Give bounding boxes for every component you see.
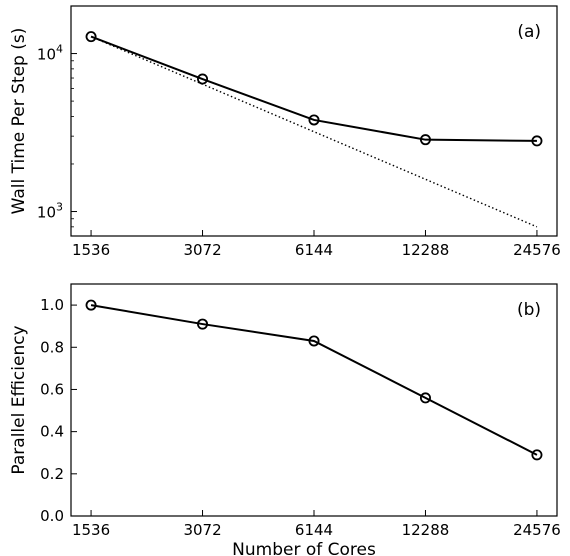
y-tick-label: 1.0 — [40, 296, 64, 314]
x-axis-label: Number of Cores — [232, 540, 376, 556]
series-line — [90, 304, 538, 456]
y-tick-label: 104 — [37, 43, 63, 64]
axes-frame — [70, 5, 558, 237]
data-point — [197, 318, 209, 330]
series-line — [90, 35, 537, 142]
data-point — [308, 114, 320, 126]
x-tick-label: 6144 — [295, 521, 333, 539]
ideal-scaling-line — [90, 35, 538, 228]
panel-label: (a) — [517, 22, 541, 42]
data-point — [308, 335, 320, 347]
y-axis-label: Parallel Efficiency — [9, 325, 29, 474]
x-tick-label: 24576 — [513, 241, 561, 259]
parallel-efficiency-panel: 1536 3072 6144 12288 24576 0.0 0.2 0.4 0.6 0.8 1.0… — [9, 283, 561, 556]
x-tick-label: 1536 — [72, 521, 110, 539]
data-point — [531, 449, 543, 461]
x-tick-label: 3072 — [183, 241, 221, 259]
y-tick-label: 103 — [37, 201, 63, 222]
axes-frame — [70, 283, 558, 517]
data-point — [419, 392, 431, 404]
y-tick-label: 0.8 — [40, 338, 64, 356]
y-tick-label: 0.4 — [40, 423, 64, 441]
data-point — [85, 299, 97, 311]
x-tick-label: 3072 — [183, 521, 221, 539]
data-point — [85, 31, 97, 43]
data-point — [419, 134, 431, 146]
y-tick-label: 0.6 — [40, 380, 64, 398]
x-tick-label: 12288 — [402, 521, 450, 539]
y-tick-label: 0.0 — [40, 507, 64, 525]
y-axis-label: Wall Time Per Step (s) — [9, 28, 29, 215]
wall-time-panel: 1536 3072 6144 12288 24576 103 104 (a) Wall Time… — [9, 5, 561, 259]
x-tick-label: 12288 — [402, 241, 450, 259]
panel-label: (b) — [517, 300, 541, 320]
x-tick-label: 1536 — [72, 241, 110, 259]
x-tick-label: 24576 — [513, 521, 561, 539]
x-tick-label: 6144 — [295, 241, 333, 259]
y-tick-label: 0.2 — [40, 465, 64, 483]
data-point — [531, 135, 543, 147]
